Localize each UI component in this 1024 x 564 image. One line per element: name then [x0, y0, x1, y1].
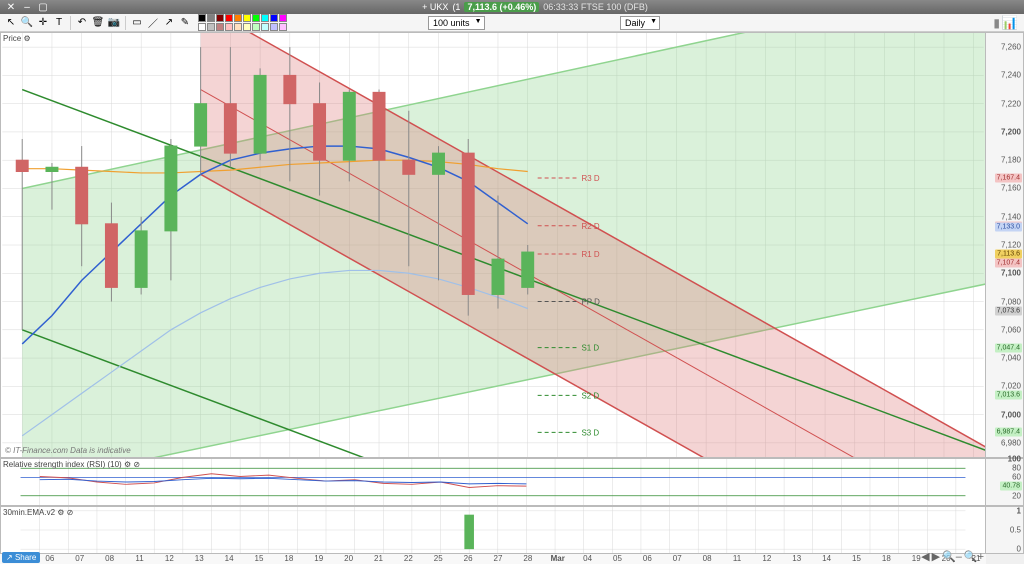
share-button[interactable]: ↗ Share	[2, 552, 40, 563]
rsi-title: Relative strength index (RSI) (10)	[3, 460, 122, 469]
ema-canvas	[1, 507, 985, 553]
text-icon[interactable]: T	[52, 16, 66, 30]
price-chart[interactable]: Price ⚙ R3 D R2 D R1 D PP D S1 D S2 D S3 D © I…	[0, 32, 986, 458]
svg-text:R3 D: R3 D	[581, 174, 599, 183]
trash-icon[interactable]: 🗑	[91, 16, 105, 30]
price-change: (+0.46%)	[500, 2, 537, 12]
pointer-icon[interactable]: ↖	[4, 16, 18, 30]
rsi-y-axis: 20608010040.78	[986, 458, 1024, 506]
title-right-info: 06:33:33 FTSE 100 (DFB)	[543, 2, 648, 12]
price-corner-label: Price	[3, 34, 21, 43]
ema-title: 30min.EMA.v2	[3, 508, 55, 517]
minimize-icon[interactable]: –	[20, 0, 34, 14]
zoom-in-icon[interactable]: 🔍+	[964, 550, 984, 563]
svg-text:R2 D: R2 D	[581, 222, 599, 231]
svg-text:PP D: PP D	[581, 298, 600, 307]
pencil-icon[interactable]: ✎	[178, 16, 192, 30]
chart-canvas: R3 D R2 D R1 D PP D S1 D S2 D S3 D	[1, 33, 985, 457]
symbol-label: + UKX	[422, 2, 448, 12]
zoom-out-icon[interactable]: 🔍–	[942, 550, 962, 563]
price-y-axis: 6,9807,0007,0207,0407,0607,0807,1007,120…	[986, 32, 1024, 458]
line-icon[interactable]: ／	[146, 16, 160, 30]
trend-icon[interactable]: ↗	[162, 16, 176, 30]
rect-icon[interactable]: ▭	[130, 16, 144, 30]
close-panel-icon[interactable]: ⊘	[133, 460, 140, 469]
svg-text:S3 D: S3 D	[581, 428, 599, 437]
toolbar: ↖ 🔍 ✛ T ↶ 🗑 📷 ▭ ／ ↗ ✎ 100 units Daily 📊 …	[0, 14, 1024, 32]
undo-icon[interactable]: ↶	[75, 16, 89, 30]
price-value: 7,113.6	[467, 2, 497, 12]
units-dropdown[interactable]: 100 units	[428, 16, 485, 30]
chevron-right-icon[interactable]: ▶	[932, 550, 940, 563]
settings-icon[interactable]: ⚙	[23, 34, 30, 43]
chart-style-icon[interactable]: 📊	[1002, 15, 1018, 31]
x-axis: 050607081112131415181920212225262728Mar0…	[0, 554, 986, 564]
settings-icon[interactable]: ⚙	[57, 508, 64, 517]
rsi-canvas	[1, 459, 985, 505]
close-icon[interactable]: ✕	[4, 0, 18, 14]
camera-icon[interactable]: 📷	[107, 16, 121, 30]
crosshair-icon[interactable]: ✛	[36, 16, 50, 30]
separator	[70, 16, 71, 30]
interval-dropdown[interactable]: Daily	[620, 16, 660, 30]
watermark: © IT-Finance.com Data is indicative	[5, 446, 131, 455]
window-title-bar: ✕ – ▢ + UKX (1 7,113.6 (+0.46%) 06:33:33…	[0, 0, 1024, 14]
zoom-icon[interactable]: 🔍	[20, 16, 34, 30]
svg-text:R1 D: R1 D	[581, 250, 599, 259]
chevron-left-icon[interactable]: ◀	[921, 550, 929, 563]
color-palette[interactable]	[198, 14, 287, 31]
close-panel-icon[interactable]: ⊘	[67, 508, 74, 517]
candle-icon[interactable]: ▮	[993, 16, 1000, 30]
timeframe-label: (1	[452, 2, 460, 12]
svg-text:S1 D: S1 D	[581, 344, 599, 353]
svg-text:S2 D: S2 D	[581, 391, 599, 400]
maximize-icon[interactable]: ▢	[36, 0, 50, 14]
separator	[125, 16, 126, 30]
rsi-panel[interactable]: Relative strength index (RSI) (10) ⚙ ⊘	[0, 458, 986, 506]
ema-panel[interactable]: 30min.EMA.v2 ⚙ ⊘	[0, 506, 986, 554]
ema-y-axis: 00.51	[986, 506, 1024, 554]
settings-icon[interactable]: ⚙	[124, 460, 131, 469]
